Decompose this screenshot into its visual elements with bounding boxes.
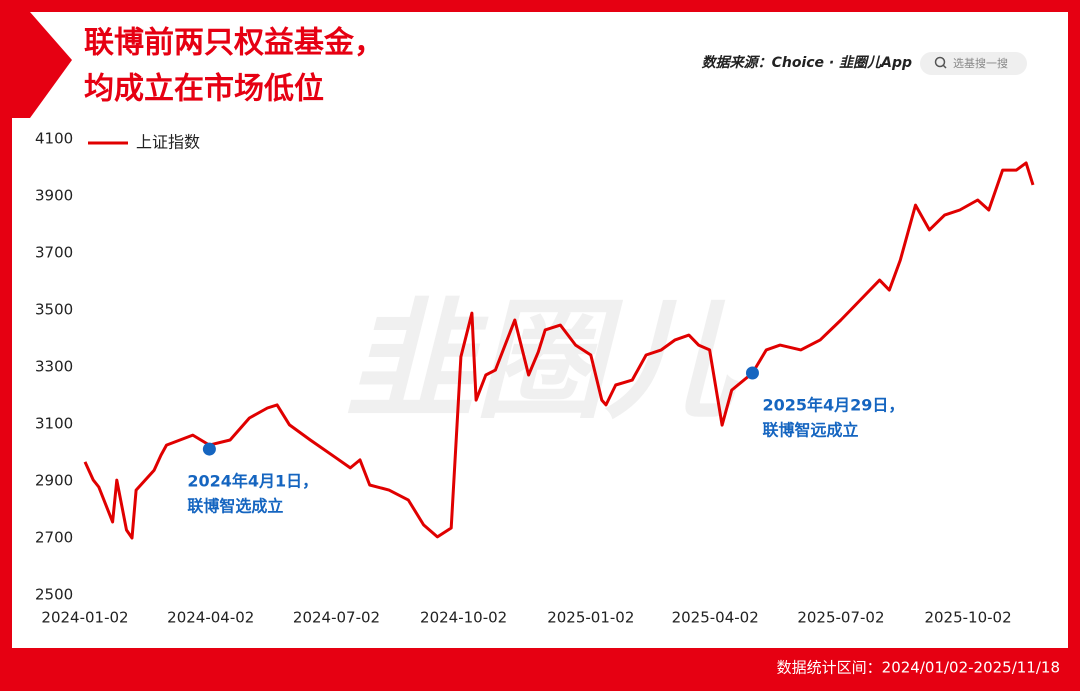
footer: 数据统计区间：2024/01/02-2025/11/18: [777, 659, 1060, 677]
panel: [12, 12, 1068, 648]
y-tick-label: 3500: [35, 301, 73, 319]
search-box[interactable]: [920, 52, 1027, 75]
x-tick-label: 2024-07-02: [293, 609, 380, 627]
source: 数据来源：Choice · 韭圈儿App: [702, 54, 912, 71]
y-tick-label: 2700: [35, 529, 73, 547]
title-line: 均成立在市场低位: [84, 72, 324, 107]
search-placeholder: 选基搜一搜: [953, 56, 1008, 70]
x-tick-label: 2024-10-02: [420, 609, 507, 627]
x-tick-label: 2025-07-02: [797, 609, 884, 627]
search-icon: [934, 56, 946, 68]
search-icon: [942, 64, 947, 69]
y-tick-label: 3300: [35, 358, 73, 376]
x-tick-label: 2025-10-02: [924, 609, 1011, 627]
y-tick-label: 3100: [35, 415, 73, 433]
x-tick-label: 2025-01-02: [547, 609, 634, 627]
x-tick-label: 2024-01-02: [41, 609, 128, 627]
x-tick-label: 2025-04-02: [672, 609, 759, 627]
x-tick-label: 2024-04-02: [167, 609, 254, 627]
corner-chevron: [12, 12, 72, 118]
title-line: 联博前两只权益基金，: [84, 26, 384, 61]
y-tick-label: 2900: [35, 472, 73, 490]
watermark: 韭圈儿: [345, 285, 739, 437]
annotation-point: [745, 366, 759, 380]
y-tick-label: 3900: [35, 187, 73, 205]
y-tick-label: 4100: [35, 130, 73, 148]
annotation-text: 2025年4月29日，: [762, 395, 904, 414]
y-tick-label: 3700: [35, 244, 73, 262]
annotation-text: 联博智远成立: [762, 420, 858, 439]
annotation-text: 2024年4月1日，: [187, 472, 318, 491]
annotation-point: [202, 442, 216, 456]
legend-label: 上证指数: [136, 133, 200, 152]
annotation-text: 联博智选成立: [187, 497, 283, 516]
y-tick-label: 2500: [35, 586, 73, 604]
